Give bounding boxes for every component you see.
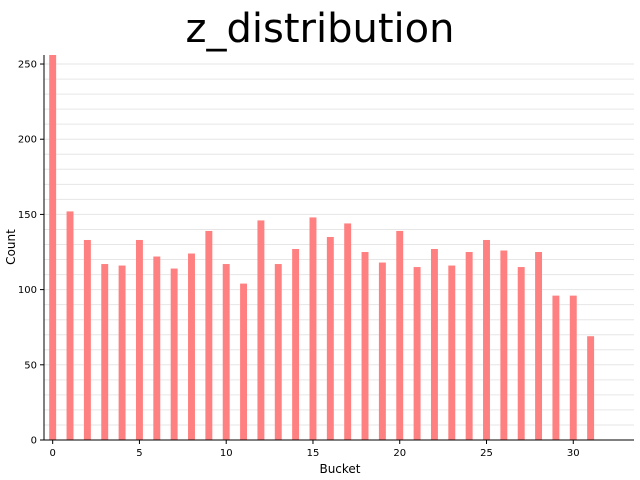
axes <box>43 55 634 441</box>
x-ticks: 0 5 10 15 20 25 30 <box>49 440 580 459</box>
bars <box>49 55 595 440</box>
x-axis-label: Bucket <box>319 462 360 476</box>
bar-14 <box>292 249 300 440</box>
y-tick-label: 200 <box>18 135 37 146</box>
x-tick-label: 25 <box>480 448 493 459</box>
bar-5 <box>135 239 143 440</box>
bar-26 <box>500 250 508 440</box>
y-tick-label: 150 <box>18 210 37 221</box>
bar-27 <box>517 267 525 440</box>
bar-7 <box>170 268 178 440</box>
bar-24 <box>465 252 473 440</box>
bar-30 <box>569 295 577 440</box>
bar-3 <box>101 264 109 440</box>
x-tick-label: 20 <box>393 448 406 459</box>
x-tick-label: 30 <box>567 448 580 459</box>
y-ticks: 0 50 100 150 200 250 <box>18 60 44 447</box>
bar-19 <box>378 262 386 440</box>
bar-18 <box>361 252 369 440</box>
bar-11 <box>240 283 248 440</box>
bar-23 <box>448 265 456 440</box>
bar-20 <box>396 230 404 440</box>
y-axis-label: Count <box>4 229 18 265</box>
bar-12 <box>257 220 265 440</box>
bar-9 <box>205 230 213 440</box>
bar-4 <box>118 265 126 440</box>
x-tick-label: 5 <box>136 448 142 459</box>
bar-17 <box>344 223 352 440</box>
bar-15 <box>309 217 317 440</box>
bar-13 <box>274 264 282 440</box>
bar-10 <box>222 264 230 440</box>
x-tick-label: 10 <box>220 448 233 459</box>
bar-2 <box>83 239 91 440</box>
y-tick-label: 0 <box>31 436 37 447</box>
chart-title: z_distribution <box>186 6 455 52</box>
bar-31 <box>587 336 595 440</box>
bar-8 <box>188 253 195 440</box>
x-tick-label: 0 <box>49 448 55 459</box>
bar-28 <box>535 252 543 440</box>
bar-0 <box>49 55 57 440</box>
bar-1 <box>66 211 74 440</box>
y-tick-label: 100 <box>18 285 37 296</box>
bar-29 <box>552 295 560 440</box>
bar-22 <box>430 249 438 440</box>
grid-lines <box>44 63 634 441</box>
bar-25 <box>483 239 490 440</box>
x-tick-label: 15 <box>307 448 320 459</box>
bar-6 <box>153 256 161 440</box>
bar-21 <box>413 267 421 440</box>
y-tick-label: 250 <box>18 60 37 71</box>
bar-16 <box>326 236 334 440</box>
y-tick-label: 50 <box>24 360 37 371</box>
